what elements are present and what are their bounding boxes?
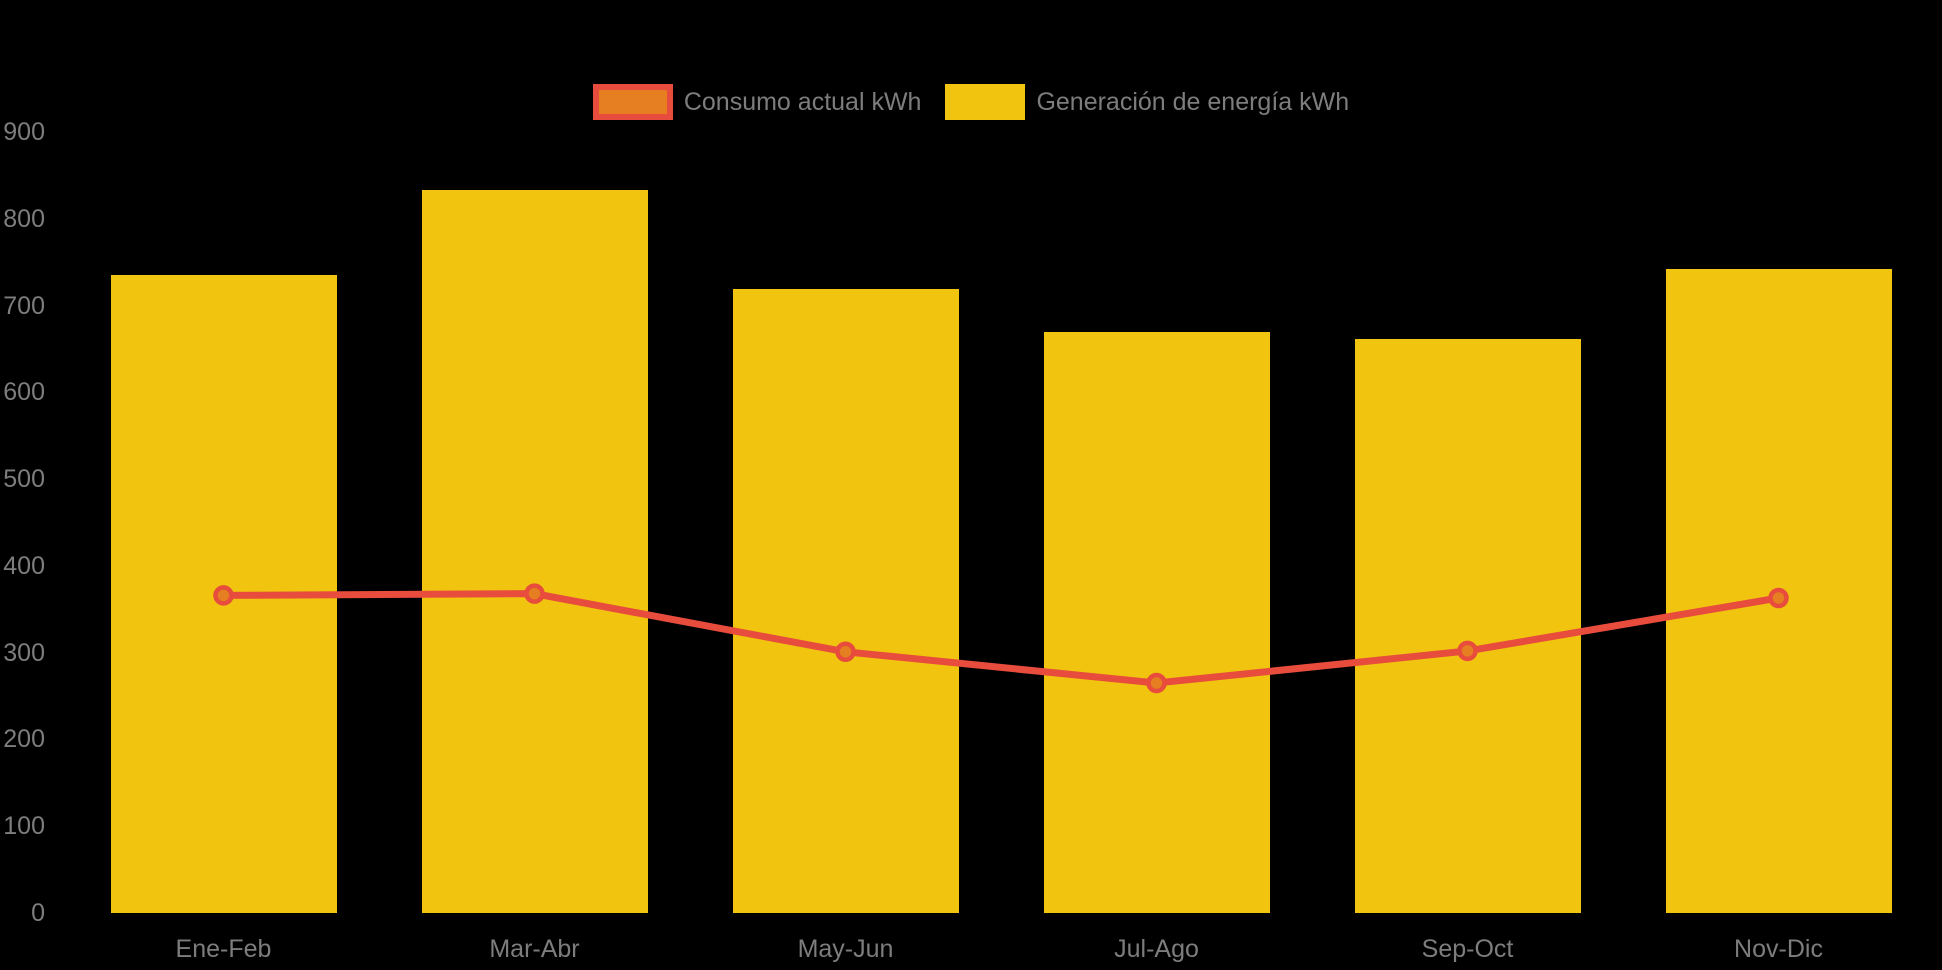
consumo-legend-swatch-icon bbox=[592, 84, 673, 120]
x-label-Ene-Feb: Ene-Feb bbox=[175, 935, 272, 963]
x-label-Jul-Ago: Jul-Ago bbox=[1114, 935, 1199, 963]
x-label-Mar-Abr: Mar-Abr bbox=[489, 935, 580, 963]
y-tick-label-200: 200 bbox=[3, 725, 45, 754]
bar-May-Jun[interactable] bbox=[732, 289, 959, 913]
y-tick-label-600: 600 bbox=[3, 378, 45, 407]
consumo-point-Sep-Oct[interactable] bbox=[1457, 640, 1478, 662]
bar-Mar-Abr[interactable] bbox=[421, 190, 648, 913]
y-tick-label-400: 400 bbox=[3, 551, 45, 580]
x-label-May-Jun: May-Jun bbox=[797, 935, 894, 963]
y-tick-label-300: 300 bbox=[3, 638, 45, 667]
y-tick-label-100: 100 bbox=[3, 812, 45, 841]
bar-Sep-Oct[interactable] bbox=[1354, 339, 1581, 913]
consumo-legend-label: Consumo actual kWh bbox=[683, 88, 922, 116]
x-label-Sep-Oct: Sep-Oct bbox=[1421, 935, 1514, 963]
y-tick-label-0: 0 bbox=[31, 899, 45, 927]
consumo-point-Jul-Ago[interactable] bbox=[1146, 672, 1167, 694]
generacion-legend-label: Generación de energía kWh bbox=[1036, 88, 1350, 116]
legend-item-consumo[interactable]: Consumo actual kWh bbox=[592, 84, 922, 120]
consumo-point-Ene-Feb[interactable] bbox=[213, 585, 234, 606]
y-tick-label-900: 900 bbox=[3, 118, 45, 146]
legend-item-generacion[interactable]: Generación de energía kWh bbox=[945, 84, 1349, 120]
chart-legend: Consumo actual kWh Generación de energía… bbox=[0, 84, 1942, 120]
consumo-point-Mar-Abr[interactable] bbox=[524, 583, 545, 604]
y-tick-label-500: 500 bbox=[3, 465, 45, 494]
y-tick-label-800: 800 bbox=[3, 204, 45, 233]
consumo-point-May-Jun[interactable] bbox=[835, 641, 856, 663]
generacion-legend-swatch-icon bbox=[945, 84, 1026, 120]
consumo-line bbox=[223, 590, 1780, 687]
x-label-Nov-Dic: Nov-Dic bbox=[1734, 935, 1823, 963]
y-tick-label-700: 700 bbox=[3, 291, 45, 320]
consumo-point-Nov-Dic[interactable] bbox=[1768, 587, 1789, 609]
bar-Jul-Ago[interactable] bbox=[1043, 331, 1270, 913]
